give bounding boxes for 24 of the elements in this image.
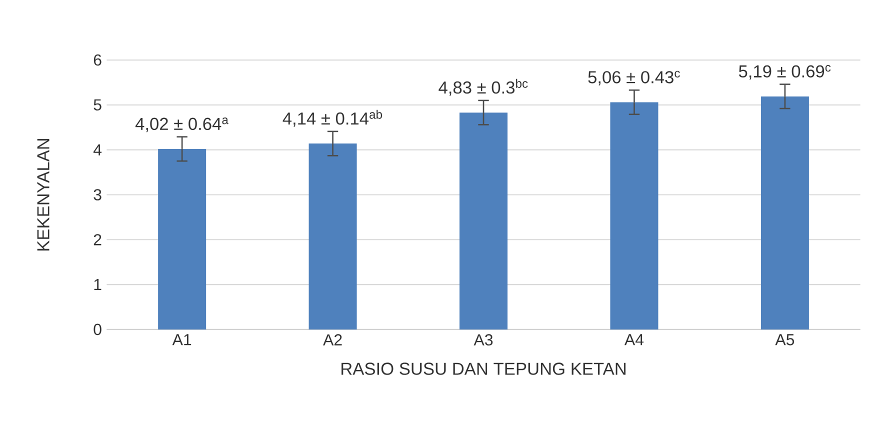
data-label: 4,83 ± 0.3$^{bc}$ [438, 78, 528, 96]
y-tick-label: 1 [94, 278, 102, 290]
bar [308, 143, 357, 330]
y-tick-label: 2 [94, 234, 102, 245]
data-label: 4,14 ± 0.14$^{ab}$ [282, 110, 382, 126]
x-tick-label: A4 [624, 334, 644, 345]
x-tick-label: A5 [775, 334, 794, 346]
bar [760, 96, 809, 330]
y-tick-label: 0 [94, 324, 102, 335]
y-tick-label: 3 [94, 188, 102, 200]
data-label: 5,19 ± 0.69$^{c}$ [738, 64, 831, 80]
x-tick-label: A1 [172, 334, 192, 345]
data-label: 4,02 ± 0.64$^{a}$ [135, 117, 228, 132]
bar [158, 148, 206, 330]
data-label: 5,06 ± 0.43$^{c}$ [588, 70, 680, 86]
y-tick-label: 5 [94, 99, 102, 110]
x-tick-label: A3 [474, 334, 493, 346]
x-axis-title: RASIO SUSU DAN TEPUNG KETAN [342, 362, 626, 375]
y-axis-title: KEKENYALAN [37, 138, 50, 250]
y-tick-label: 6 [94, 54, 102, 66]
y-tick-label: 4 [93, 144, 102, 156]
x-tick-label: A2 [323, 334, 342, 346]
bar [460, 112, 508, 330]
bar [610, 102, 658, 330]
